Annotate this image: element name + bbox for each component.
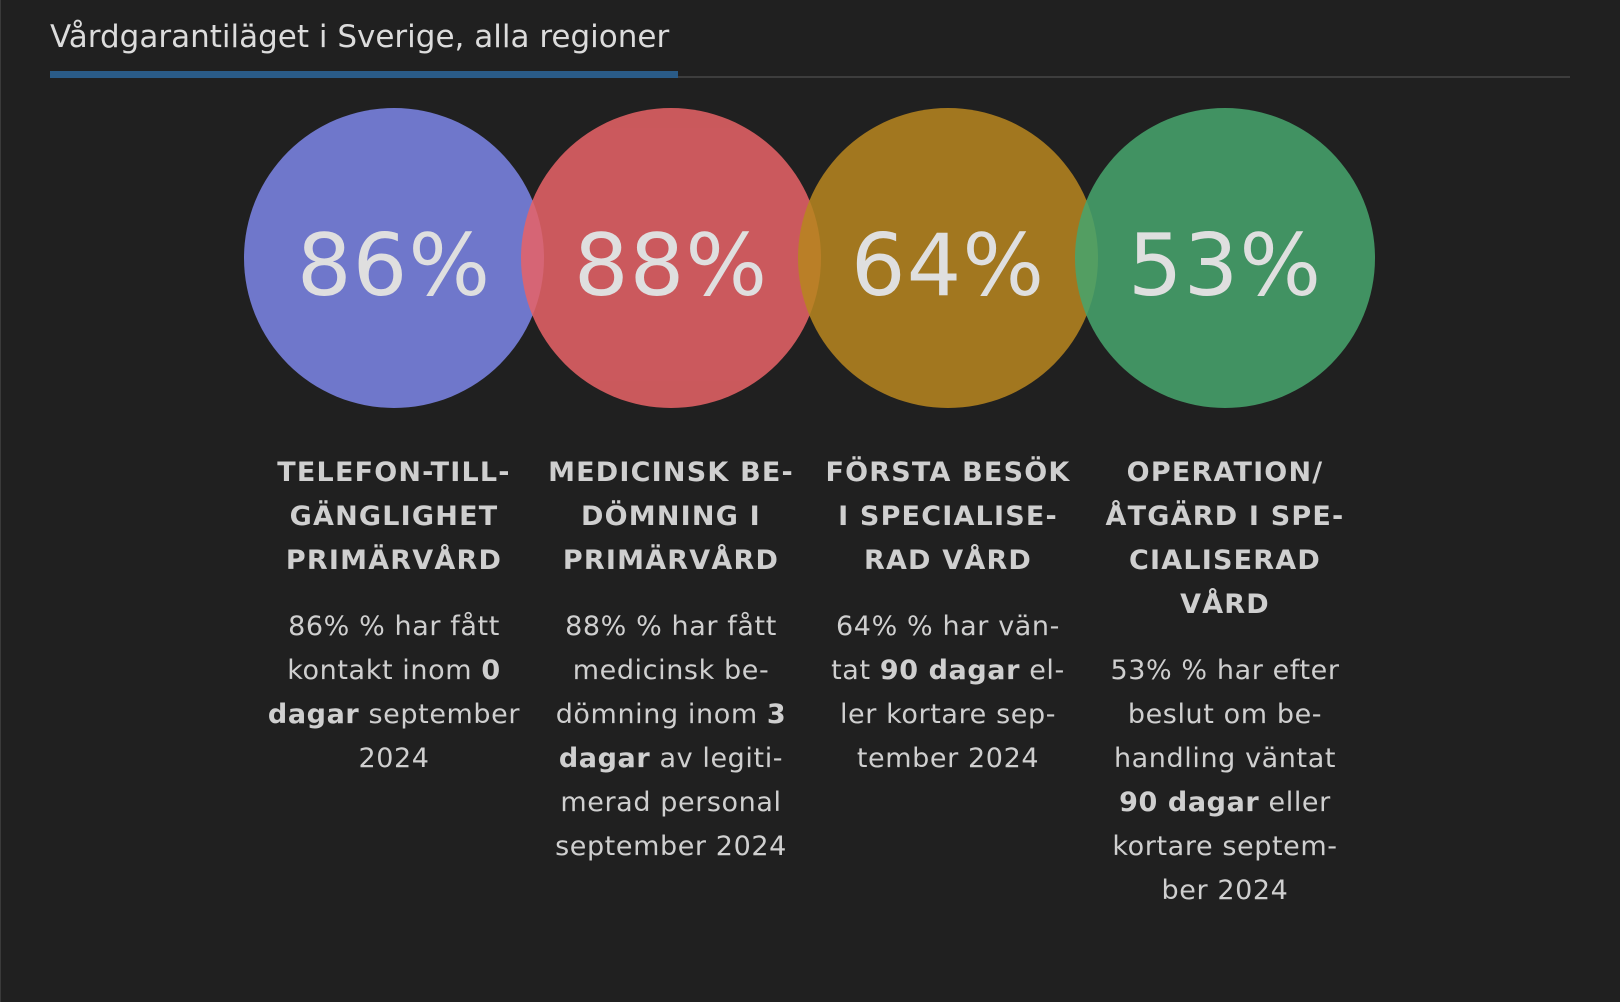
desc-text: 2024: [358, 743, 430, 774]
desc-text: beslut om be-: [1127, 699, 1323, 730]
section-header: Vårdgarantiläget i Sverige, alla regione…: [50, 14, 1570, 80]
label-line: CIALISERAD: [1129, 545, 1321, 576]
desc-emphasis: 0: [481, 655, 501, 686]
desc-text: av legiti-: [650, 743, 784, 774]
desc-text: kortare septem-: [1112, 831, 1338, 862]
desc-text: tat: [831, 655, 880, 686]
page-title: Vårdgarantiläget i Sverige, alla regione…: [50, 19, 670, 55]
label-line: VÅRD: [1180, 589, 1270, 620]
desc-text: dömning inom: [555, 699, 767, 730]
desc-text: tember 2024: [856, 743, 1040, 774]
desc-emphasis: 3: [766, 699, 787, 730]
desc-text: 64% % har vän-: [836, 611, 1060, 642]
desc-text: ler kortare sep-: [839, 699, 1057, 730]
percent-circle: 88%: [521, 108, 821, 408]
label-line: I SPECIALISE-: [838, 501, 1058, 532]
percent-circle: 86%: [244, 108, 544, 408]
desc-text: september: [359, 699, 521, 730]
desc-text: september 2024: [555, 831, 787, 862]
label-line: GÄNGLIGHET: [289, 501, 499, 532]
desc-emphasis: dagar: [267, 699, 360, 730]
desc-text: ber 2024: [1161, 875, 1289, 906]
stat-label: OPERATION/ ÅTGÄRD I SPE- CIALISERAD VÅRD: [1095, 451, 1355, 627]
label-line: MEDICINSK BE-: [548, 457, 794, 488]
label-line: PRIMÄRVÅRD: [285, 545, 503, 576]
label-line: RAD VÅRD: [863, 545, 1033, 576]
stat-label: FÖRSTA BESÖK I SPECIALISE- RAD VÅRD: [818, 451, 1078, 583]
stat-label: TELEFON-TILL- GÄNGLIGHET PRIMÄRVÅRD: [264, 451, 524, 583]
label-line: FÖRSTA BESÖK: [825, 457, 1071, 488]
desc-emphasis: 90 dagar: [1119, 787, 1260, 818]
desc-text: eller: [1259, 787, 1331, 818]
desc-text: 88% % har fått: [565, 611, 777, 642]
header-divider: [50, 76, 1570, 78]
percent-value: 64%: [850, 216, 1046, 316]
desc-emphasis: dagar: [558, 743, 651, 774]
page-left-border: [0, 0, 1, 1002]
label-line: ÅTGÄRD I SPE-: [1105, 501, 1345, 532]
stat-description: 88% % har fått medicinsk be- dömning ino…: [541, 605, 801, 869]
stat-description: 86% % har fått kontakt inom 0 dagar sept…: [264, 605, 524, 781]
label-line: DÖMNING I: [581, 501, 761, 532]
desc-text: kontakt inom: [287, 655, 482, 686]
percent-circle: 64%: [798, 108, 1098, 408]
desc-text: 86% % har fått: [288, 611, 500, 642]
stats-cards: 86% TELEFON-TILL- GÄNGLIGHET PRIMÄRVÅRD …: [244, 108, 1376, 928]
percent-value: 86%: [296, 216, 492, 316]
desc-text: el-: [1020, 655, 1065, 686]
desc-text: handling väntat: [1113, 743, 1337, 774]
label-line: PRIMÄRVÅRD: [562, 545, 780, 576]
stat-card-forsta-besok: 64% FÖRSTA BESÖK I SPECIALISE- RAD VÅRD …: [798, 108, 1098, 781]
stat-card-medicinsk-bedomning: 88% MEDICINSK BE- DÖMNING I PRIMÄRVÅRD 8…: [521, 108, 821, 869]
percent-value: 88%: [573, 216, 769, 316]
stat-label: MEDICINSK BE- DÖMNING I PRIMÄRVÅRD: [541, 451, 801, 583]
percent-value: 53%: [1127, 216, 1323, 316]
header-accent-bar: [50, 71, 678, 78]
desc-text: medicinsk be-: [572, 655, 770, 686]
desc-emphasis: 90 dagar: [879, 655, 1021, 686]
stat-description: 53% % har efter beslut om be- handling v…: [1095, 649, 1355, 913]
label-line: TELEFON-TILL-: [277, 457, 511, 488]
stat-card-telefon: 86% TELEFON-TILL- GÄNGLIGHET PRIMÄRVÅRD …: [244, 108, 544, 781]
percent-circle: 53%: [1075, 108, 1375, 408]
label-line: OPERATION/: [1126, 457, 1324, 488]
stat-card-operation-atgard: 53% OPERATION/ ÅTGÄRD I SPE- CIALISERAD …: [1075, 108, 1375, 913]
desc-text: merad personal: [560, 787, 782, 818]
stat-description: 64% % har vän- tat 90 dagar el- ler kort…: [818, 605, 1078, 781]
desc-text: 53% % har efter: [1110, 655, 1340, 686]
